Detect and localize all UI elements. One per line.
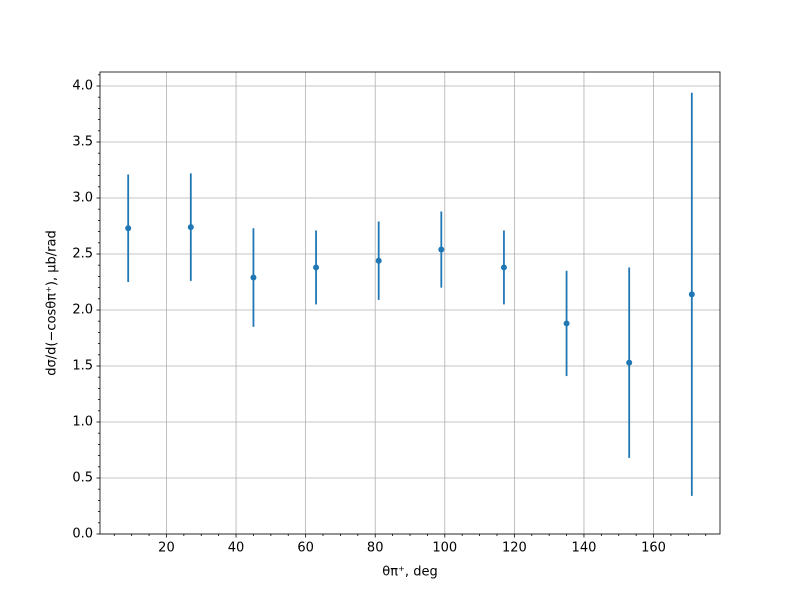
- y-tick-label: 0.0: [72, 527, 93, 542]
- x-tick-label: 60: [297, 541, 314, 556]
- data-point: [375, 257, 382, 264]
- x-tick-label: 20: [158, 541, 175, 556]
- x-tick-label: 40: [228, 541, 245, 556]
- x-tick-label: 100: [432, 541, 457, 556]
- data-point: [500, 264, 507, 271]
- y-tick-label: 3.0: [72, 191, 93, 206]
- y-tick-label: 1.0: [72, 415, 93, 430]
- y-tick-label: 3.5: [72, 135, 93, 150]
- data-point: [438, 246, 445, 253]
- data-point: [125, 225, 132, 232]
- y-tick-label: 2.5: [72, 247, 93, 262]
- x-tick-label: 140: [572, 541, 597, 556]
- x-tick-label: 80: [367, 541, 384, 556]
- y-tick-label: 4.0: [72, 79, 93, 94]
- plot-frame: [99, 71, 721, 535]
- y-tick-label: 1.5: [72, 359, 93, 374]
- y-tick-label: 0.5: [72, 471, 93, 486]
- data-point: [250, 274, 257, 281]
- data-point: [313, 264, 320, 271]
- data-point: [626, 359, 633, 366]
- data-point: [187, 224, 194, 231]
- x-axis-label: θπ⁺, deg: [382, 565, 437, 580]
- data-point: [563, 320, 570, 327]
- y-axis-label: dσ/d(−cosθπ⁺), μb/rad: [45, 230, 60, 375]
- x-tick-label: 160: [641, 541, 666, 556]
- data-point: [688, 291, 695, 298]
- x-tick-label: 120: [502, 541, 527, 556]
- y-tick-label: 2.0: [72, 303, 93, 318]
